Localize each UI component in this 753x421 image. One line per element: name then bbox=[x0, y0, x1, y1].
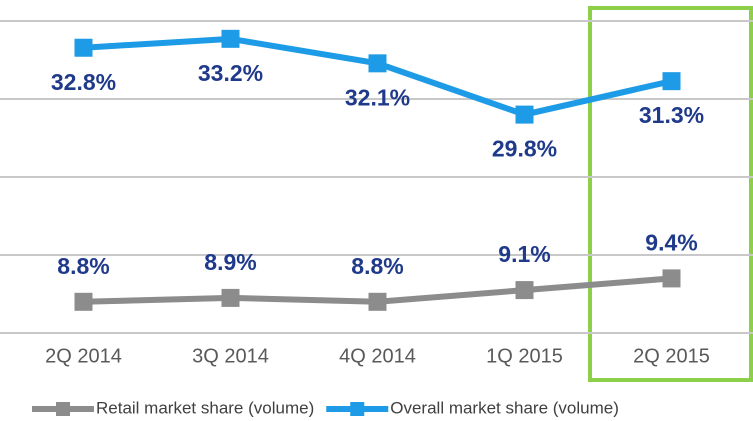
data-label: 8.8% bbox=[351, 253, 403, 279]
x-tick-label: 2Q 2015 bbox=[633, 345, 710, 367]
legend-label: Retail market share (volume) bbox=[96, 398, 314, 417]
legend-label: Overall market share (volume) bbox=[390, 398, 619, 417]
x-tick-label: 2Q 2014 bbox=[45, 345, 122, 367]
x-tick-label: 4Q 2014 bbox=[339, 345, 416, 367]
point-marker bbox=[662, 72, 681, 91]
point-marker bbox=[74, 38, 93, 57]
data-label: 31.3% bbox=[639, 102, 704, 128]
point-marker bbox=[368, 54, 387, 73]
point-marker bbox=[221, 288, 240, 307]
point-marker bbox=[74, 292, 93, 311]
point-marker bbox=[515, 105, 534, 124]
legend-marker bbox=[350, 402, 365, 416]
data-label: 33.2% bbox=[198, 60, 263, 86]
point-marker bbox=[368, 292, 387, 311]
data-label: 32.8% bbox=[51, 69, 116, 95]
point-marker bbox=[662, 269, 681, 288]
x-tick-label: 1Q 2015 bbox=[486, 345, 563, 367]
legend-marker bbox=[56, 402, 70, 416]
data-label: 9.4% bbox=[645, 229, 697, 255]
x-tick-label: 3Q 2014 bbox=[192, 345, 269, 367]
data-label: 32.1% bbox=[345, 84, 410, 110]
data-label: 8.9% bbox=[204, 249, 256, 275]
highlight-box bbox=[588, 6, 753, 382]
data-label: 8.8% bbox=[57, 253, 109, 279]
point-marker bbox=[515, 281, 534, 300]
data-label: 29.8% bbox=[492, 136, 557, 162]
data-label: 9.1% bbox=[498, 241, 550, 267]
point-marker bbox=[221, 29, 240, 48]
